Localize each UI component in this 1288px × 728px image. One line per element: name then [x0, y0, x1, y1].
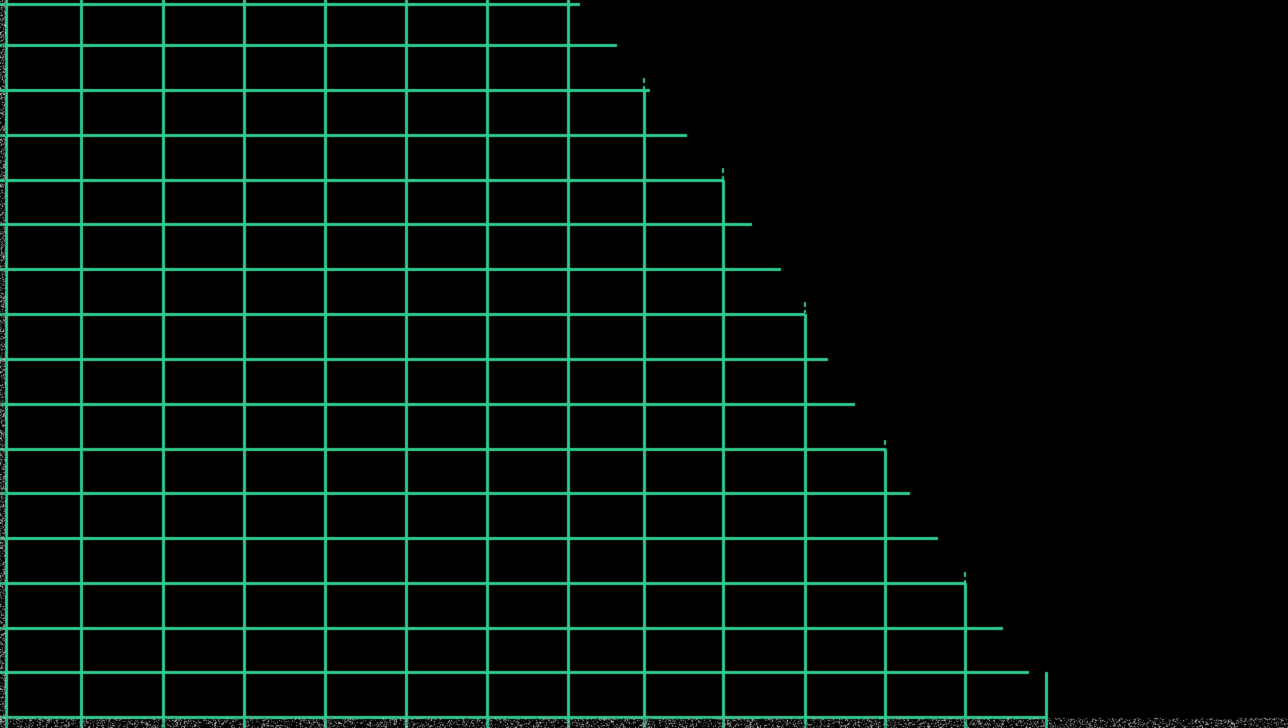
staircase-grid-plot — [0, 0, 1288, 728]
staircase-grid-viewport: Staircase / lower-left triangular grid o… — [0, 0, 1288, 728]
